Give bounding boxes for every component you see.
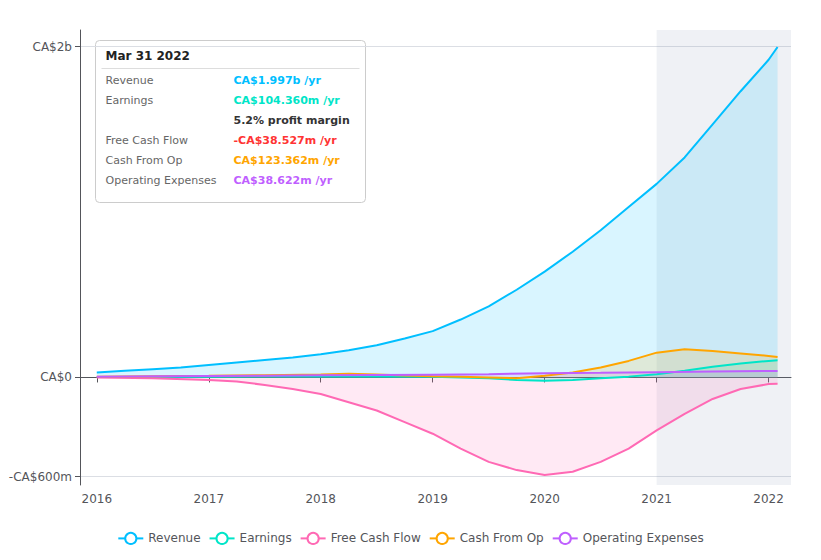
svg-text:2016: 2016 (82, 492, 113, 506)
svg-text:CA$123.362m /yr: CA$123.362m /yr (234, 154, 341, 167)
svg-text:5.2% profit margin: 5.2% profit margin (234, 114, 350, 127)
svg-text:Cash From Op: Cash From Op (106, 154, 183, 167)
svg-text:Earnings: Earnings (106, 94, 154, 107)
svg-text:Revenue: Revenue (106, 74, 154, 87)
svg-text:CA$38.622m /yr: CA$38.622m /yr (234, 174, 333, 187)
svg-text:2017: 2017 (193, 492, 224, 506)
svg-text:2020: 2020 (529, 492, 560, 506)
svg-text:-CA$38.527m /yr: -CA$38.527m /yr (234, 134, 338, 147)
svg-text:2022: 2022 (753, 492, 784, 506)
svg-text:Operating Expenses: Operating Expenses (106, 174, 217, 187)
svg-text:CA$0: CA$0 (40, 370, 72, 384)
svg-text:-CA$600m: -CA$600m (9, 470, 72, 484)
svg-text:Mar 31 2022: Mar 31 2022 (106, 49, 190, 63)
svg-text:2021: 2021 (641, 492, 672, 506)
svg-text:Free Cash Flow: Free Cash Flow (331, 531, 421, 545)
svg-text:CA$104.360m /yr: CA$104.360m /yr (234, 94, 341, 107)
svg-text:CA$1.997b /yr: CA$1.997b /yr (234, 74, 322, 87)
svg-text:Revenue: Revenue (148, 531, 200, 545)
svg-text:Cash From Op: Cash From Op (460, 531, 544, 545)
svg-text:Operating Expenses: Operating Expenses (583, 531, 704, 545)
svg-text:2018: 2018 (305, 492, 336, 506)
svg-text:CA$2b: CA$2b (33, 40, 72, 54)
svg-text:Earnings: Earnings (240, 531, 292, 545)
svg-text:2019: 2019 (417, 492, 448, 506)
svg-text:Free Cash Flow: Free Cash Flow (106, 134, 189, 147)
